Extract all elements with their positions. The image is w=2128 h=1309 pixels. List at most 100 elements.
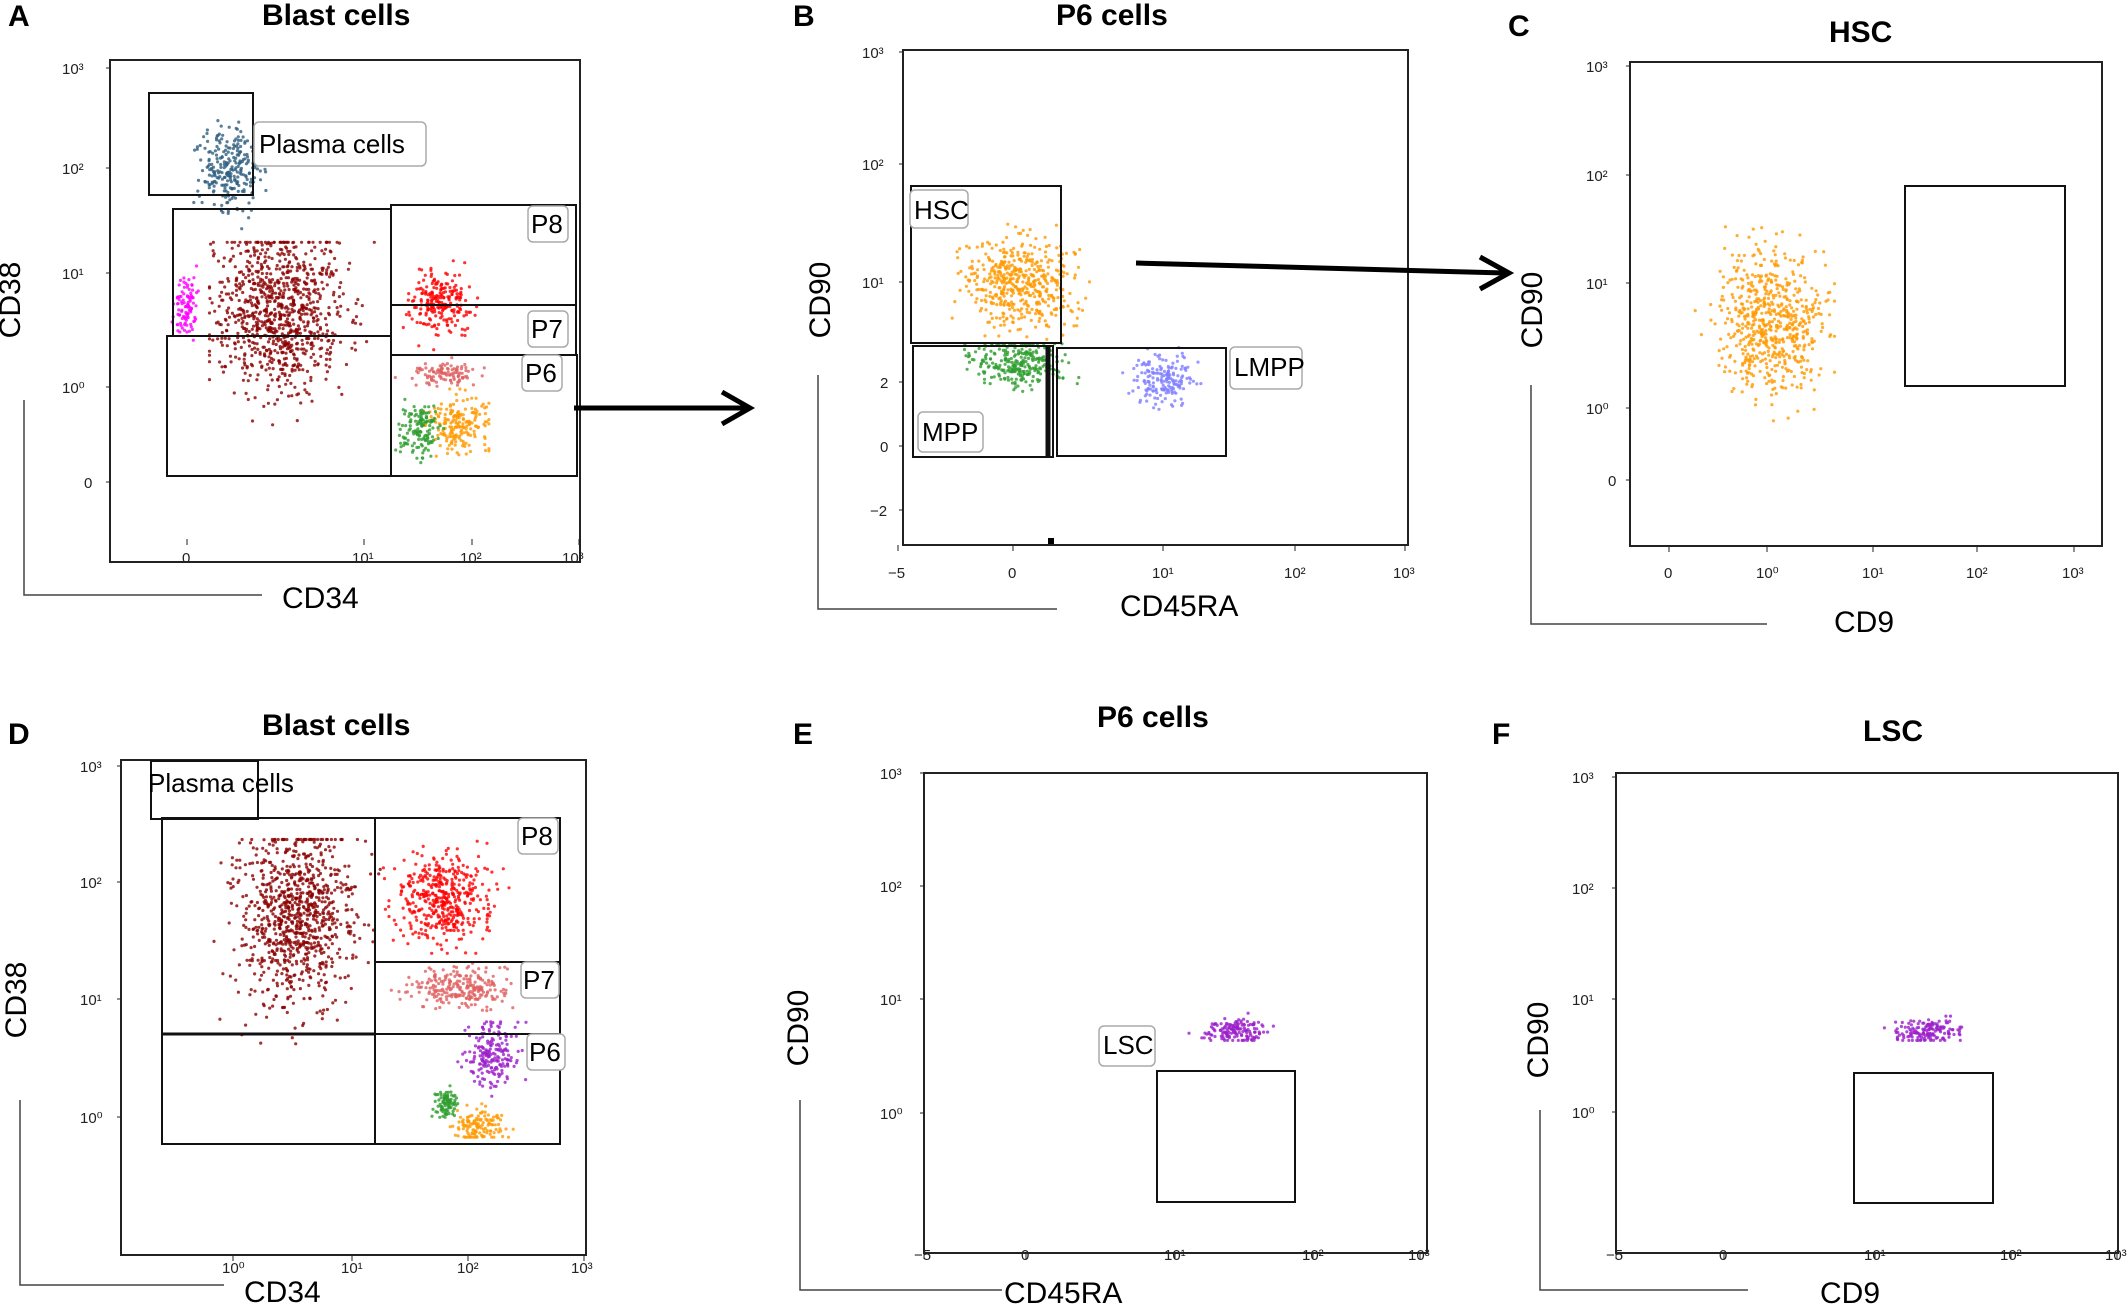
data-point [1775, 287, 1779, 291]
data-point [426, 448, 430, 452]
data-point [245, 907, 249, 911]
data-point [328, 357, 332, 361]
data-point [1774, 356, 1778, 360]
data-point [249, 286, 253, 291]
data-point [1009, 248, 1013, 252]
data-point [443, 290, 448, 294]
data-point [1009, 314, 1013, 318]
data-point [286, 997, 290, 1001]
data-point [1043, 235, 1047, 239]
data-point [210, 180, 214, 184]
data-point [447, 892, 451, 896]
data-point [239, 138, 243, 142]
data-point [449, 364, 453, 368]
data-point [1801, 330, 1805, 334]
data-point [1723, 370, 1727, 374]
data-point [234, 277, 239, 281]
data-point [974, 300, 978, 304]
data-point [290, 369, 294, 373]
data-point [295, 289, 299, 293]
data-point [1781, 375, 1785, 379]
data-point [196, 189, 200, 193]
data-point [320, 900, 324, 904]
data-point [318, 271, 322, 275]
data-point [1781, 378, 1785, 383]
data-point [1165, 380, 1169, 384]
data-point [293, 901, 297, 905]
data-point [420, 291, 424, 296]
data-point [1794, 316, 1798, 320]
data-point [444, 434, 448, 438]
data-point [254, 925, 258, 929]
data-point [303, 958, 307, 962]
data-point [1087, 280, 1092, 284]
data-point [428, 291, 432, 295]
data-point [413, 429, 417, 433]
data-point [1754, 342, 1758, 346]
data-point [258, 889, 262, 893]
data-point [1021, 389, 1025, 393]
data-point [230, 240, 234, 244]
data-point [1005, 276, 1009, 280]
data-point [1737, 328, 1741, 333]
data-point [266, 388, 270, 392]
data-point [464, 366, 468, 370]
data-point [284, 940, 288, 944]
data-point [335, 935, 339, 939]
data-point [1808, 307, 1812, 311]
data-point [1016, 384, 1020, 388]
data-point [1824, 299, 1828, 303]
data-point [460, 327, 464, 331]
data-point [269, 889, 273, 893]
data-point [1017, 349, 1021, 353]
data-point [304, 349, 308, 353]
data-point [423, 439, 428, 443]
data-point [1062, 322, 1067, 326]
data-point [466, 433, 470, 437]
data-point [301, 342, 305, 346]
data-point [393, 375, 397, 380]
data-point [311, 240, 315, 244]
data-point [452, 887, 456, 891]
data-point [1072, 324, 1076, 328]
data-point [438, 877, 442, 881]
data-point [1726, 317, 1730, 321]
data-point [415, 980, 419, 984]
data-point [470, 406, 474, 410]
data-point [344, 362, 349, 367]
data-point [264, 326, 268, 330]
data-point [1742, 268, 1746, 272]
data-point [296, 884, 300, 888]
data-point [315, 904, 320, 909]
data-point [1006, 378, 1011, 382]
data-point [216, 169, 220, 173]
data-point [224, 152, 228, 157]
data-point [424, 917, 428, 921]
data-point [326, 946, 331, 950]
data-point [248, 269, 252, 273]
data-point [421, 844, 425, 849]
data-point [294, 935, 298, 939]
data-point [260, 869, 264, 873]
data-point [465, 424, 469, 428]
data-point [263, 167, 267, 171]
data-point [412, 909, 416, 913]
data-point [295, 419, 299, 423]
data-point [302, 260, 306, 264]
data-point [322, 1008, 326, 1012]
data-point [263, 929, 267, 933]
data-point [1028, 311, 1032, 315]
data-point [323, 866, 328, 870]
data-point [1755, 307, 1759, 311]
data-point [985, 361, 989, 365]
data-point [462, 314, 466, 318]
data-point [461, 863, 465, 868]
data-point [275, 876, 279, 880]
data-point [244, 925, 248, 930]
data-point [439, 284, 443, 288]
data-point [1041, 285, 1046, 289]
data-point [1805, 308, 1809, 312]
data-point [256, 240, 260, 244]
data-point [275, 981, 279, 985]
data-point [1802, 371, 1806, 376]
